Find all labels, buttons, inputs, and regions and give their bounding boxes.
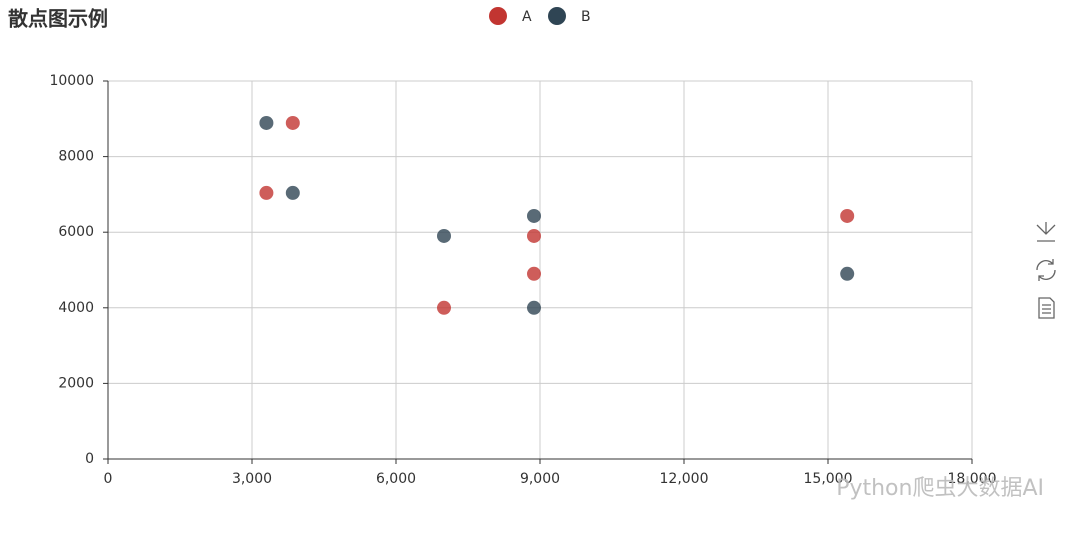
scatter-point: [527, 300, 541, 315]
scatter-point: [437, 300, 451, 315]
save-icon[interactable]: [1036, 222, 1056, 242]
y-tick-label: 0: [85, 451, 94, 467]
watermark: Python爬虫大数据AI: [836, 476, 1044, 501]
x-tick-label: 0: [104, 471, 113, 487]
x-tick-label: 6,000: [376, 471, 416, 487]
scatter-point: [840, 208, 855, 223]
scatter-point: [259, 185, 274, 200]
scatter-point: [437, 228, 451, 243]
y-tick-label: 4000: [58, 300, 94, 316]
legend-label: B: [581, 9, 591, 25]
toolbox[interactable]: [1036, 222, 1056, 319]
x-tick-label: 9,000: [520, 471, 560, 487]
y-tick-label: 10000: [49, 73, 94, 89]
y-tick-label: 2000: [58, 375, 94, 391]
scatter-point: [527, 228, 541, 243]
legend-marker: [489, 7, 507, 25]
y-tick-label: 6000: [58, 224, 94, 240]
scatter-point: [527, 266, 541, 281]
restore-icon[interactable]: [1036, 259, 1056, 281]
legend-label: A: [522, 9, 532, 25]
scatter-point: [259, 115, 274, 130]
y-tick-label: 8000: [58, 149, 94, 165]
data-view-icon[interactable]: [1038, 297, 1055, 319]
x-tick-label: 3,000: [232, 471, 272, 487]
scatter-point: [285, 185, 300, 200]
x-tick-label: 18,000: [948, 471, 997, 487]
x-tick-label: 15,000: [804, 471, 853, 487]
scatter-point: [840, 266, 855, 281]
legend-marker: [548, 7, 566, 25]
chart-title: 散点图示例: [8, 7, 108, 31]
x-tick-label: 12,000: [660, 471, 709, 487]
scatter-point: [527, 208, 541, 223]
scatter-point: [285, 115, 300, 130]
